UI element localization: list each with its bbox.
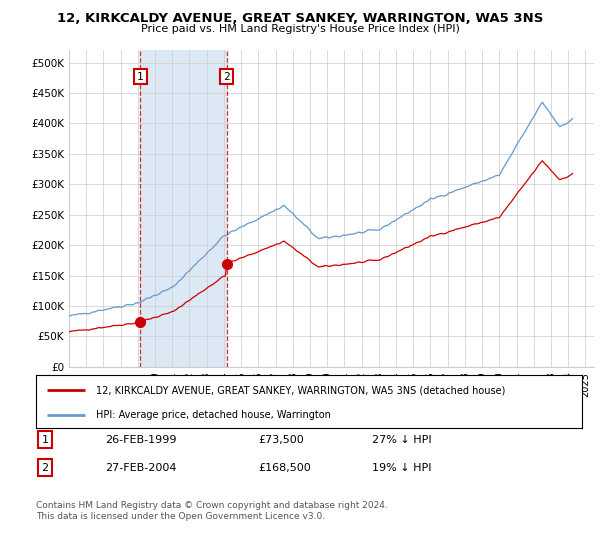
Text: 1: 1 (137, 72, 144, 82)
Text: 26-FEB-1999: 26-FEB-1999 (105, 435, 176, 445)
Text: Price paid vs. HM Land Registry's House Price Index (HPI): Price paid vs. HM Land Registry's House … (140, 24, 460, 34)
Text: 12, KIRKCALDY AVENUE, GREAT SANKEY, WARRINGTON, WA5 3NS (detached house): 12, KIRKCALDY AVENUE, GREAT SANKEY, WARR… (96, 385, 505, 395)
Text: £168,500: £168,500 (258, 463, 311, 473)
Text: 27% ↓ HPI: 27% ↓ HPI (372, 435, 431, 445)
Text: £73,500: £73,500 (258, 435, 304, 445)
Text: 12, KIRKCALDY AVENUE, GREAT SANKEY, WARRINGTON, WA5 3NS: 12, KIRKCALDY AVENUE, GREAT SANKEY, WARR… (57, 12, 543, 25)
Text: 27-FEB-2004: 27-FEB-2004 (105, 463, 176, 473)
Text: 2: 2 (223, 72, 230, 82)
Bar (140, 50, 226, 367)
Text: 2: 2 (41, 463, 49, 473)
Text: Contains HM Land Registry data © Crown copyright and database right 2024.
This d: Contains HM Land Registry data © Crown c… (36, 501, 388, 521)
Text: HPI: Average price, detached house, Warrington: HPI: Average price, detached house, Warr… (96, 410, 331, 420)
Text: 1: 1 (41, 435, 49, 445)
Text: 19% ↓ HPI: 19% ↓ HPI (372, 463, 431, 473)
